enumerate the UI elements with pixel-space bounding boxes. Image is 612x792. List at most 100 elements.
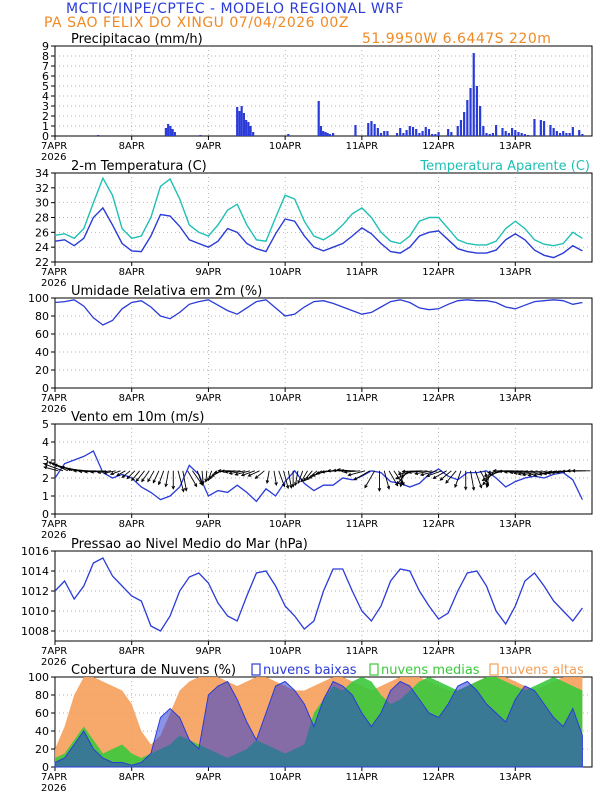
wind-arrow [343, 470, 361, 474]
precip-bar [245, 120, 248, 136]
precip-title: Precipitacao (mm/h) [71, 32, 203, 47]
wind-arrow [90, 470, 107, 474]
wind-arrow-head [414, 471, 419, 476]
precip-bar [199, 135, 202, 136]
rh-line [54, 299, 583, 326]
precip-ytick-label: 7 [42, 60, 49, 73]
wind-arrow [265, 470, 270, 484]
precip-bar [463, 112, 466, 136]
wind-arrow-head [281, 483, 286, 488]
wind-arrow-shaft [266, 470, 270, 484]
precip-year-label: 2026 [41, 152, 66, 163]
wind-arrow [116, 470, 126, 477]
wind-arrow-shaft [126, 470, 136, 479]
wind-arrow-head [492, 469, 497, 473]
apparent-temperature-line [54, 176, 583, 247]
precip-bar [558, 133, 562, 136]
wind-arrow-shaft [522, 470, 543, 476]
pres-line [54, 557, 583, 632]
wind-arrow [445, 470, 457, 484]
panel-wind: 0 1 2 3 4 5 7APR 8APR 9APR 10APR 11APR 12APR 13APR 20… [41, 410, 593, 541]
wind-arrow-head [425, 473, 430, 478]
precip-bar [495, 125, 498, 136]
precip-bar [475, 86, 479, 136]
wind-arrow-head [471, 486, 476, 491]
precip-bar [171, 129, 174, 136]
precip-bar [552, 128, 555, 136]
wind-arrow-head [339, 469, 344, 473]
location-datetime-label: PA SAO FELIX DO XINGU 07/04/2026 00Z [44, 15, 349, 31]
precip-bar [238, 111, 241, 136]
precip-bar [240, 106, 243, 136]
wind-arrow [303, 470, 313, 482]
wind-arrow-shaft [207, 470, 213, 481]
wind-year-label: 2026 [41, 530, 66, 541]
precip-bar [520, 133, 523, 136]
wind-arrow-shaft [533, 470, 553, 477]
precip-bar [370, 121, 373, 136]
wind-arrow-head [343, 470, 348, 474]
wind-arrow-shaft [364, 470, 376, 488]
precip-bar [565, 133, 568, 136]
precip-bar [173, 132, 176, 136]
wind-arrow [305, 470, 318, 481]
precip-bar [523, 134, 526, 136]
wind-arrow-head [103, 470, 108, 475]
precip-bar [549, 125, 552, 136]
precip-xtick-label: 7APR [41, 141, 67, 152]
rh-ytick-label: 100 [28, 292, 49, 305]
wind-arrow [254, 470, 265, 479]
wind-arrow-head [53, 463, 58, 468]
clouds-title: Cobertura de Nuvens (%) [71, 663, 236, 678]
wind-arrow-head [503, 470, 508, 474]
wind-arrow-head [131, 477, 135, 482]
wind-arrow-shaft [248, 470, 260, 477]
precip-bar [411, 127, 415, 136]
wind-arrow-shaft [44, 463, 64, 472]
pres-ytick-label: 1012 [21, 585, 49, 598]
wind-arrow-head [254, 475, 259, 479]
wind-arrow [419, 470, 438, 477]
wind-arrow [182, 470, 188, 492]
wind-arrow-head [83, 470, 88, 474]
wind-arrow-shaft [474, 470, 482, 488]
wind-arrow-head [224, 470, 229, 474]
wind-arrow-head [135, 478, 140, 482]
wind-arrow [300, 470, 308, 483]
wind-arrow-head [48, 461, 52, 465]
pres-xtick-label: 10APR [269, 646, 302, 657]
precip-xtick-label: 9APR [195, 141, 221, 152]
wind-arrow [187, 470, 198, 488]
wind-arrow-head [157, 481, 162, 486]
wind-arrow-shaft [273, 470, 277, 486]
wind-arrow-head [109, 471, 114, 476]
rh-xtick-label: 13APR [499, 393, 532, 404]
temp-xtick-label: 13APR [499, 267, 532, 278]
wind-arrow [364, 470, 376, 489]
temp-xtick-label: 8APR [119, 267, 145, 278]
precip-bar [236, 107, 239, 136]
precip-bar [386, 131, 389, 136]
wind-arrow-head [300, 478, 305, 483]
rh-ytick-label: 60 [35, 328, 49, 341]
temp-ytick-label: 24 [35, 241, 49, 254]
wind-arrow-head [485, 484, 489, 489]
wind-ytick-label: 0 [42, 508, 49, 521]
legend-mid-label: nuvens medias [381, 663, 480, 678]
wind-arrow-head [399, 483, 403, 488]
wind-arrow [278, 470, 286, 488]
wind-arrow [291, 470, 295, 488]
precip-ytick-label: 4 [42, 90, 49, 103]
wind-arrow [353, 470, 371, 481]
cloud-legend: nuvens baixas nuvens medias nuvens altas [251, 663, 584, 678]
wind-arrow-head [377, 488, 382, 492]
rh-ytick-label: 20 [35, 364, 49, 377]
clouds-xtick-label: 12APR [422, 772, 455, 783]
wind-arrow [43, 463, 64, 472]
pres-ytick-label: 1014 [21, 565, 49, 578]
temp-ytick-label: 26 [35, 226, 49, 239]
wind-arrow-head [445, 479, 449, 484]
wind-ytick-label: 3 [42, 454, 49, 467]
wind-arrow-shaft [297, 470, 304, 484]
precip-bar [571, 127, 574, 136]
